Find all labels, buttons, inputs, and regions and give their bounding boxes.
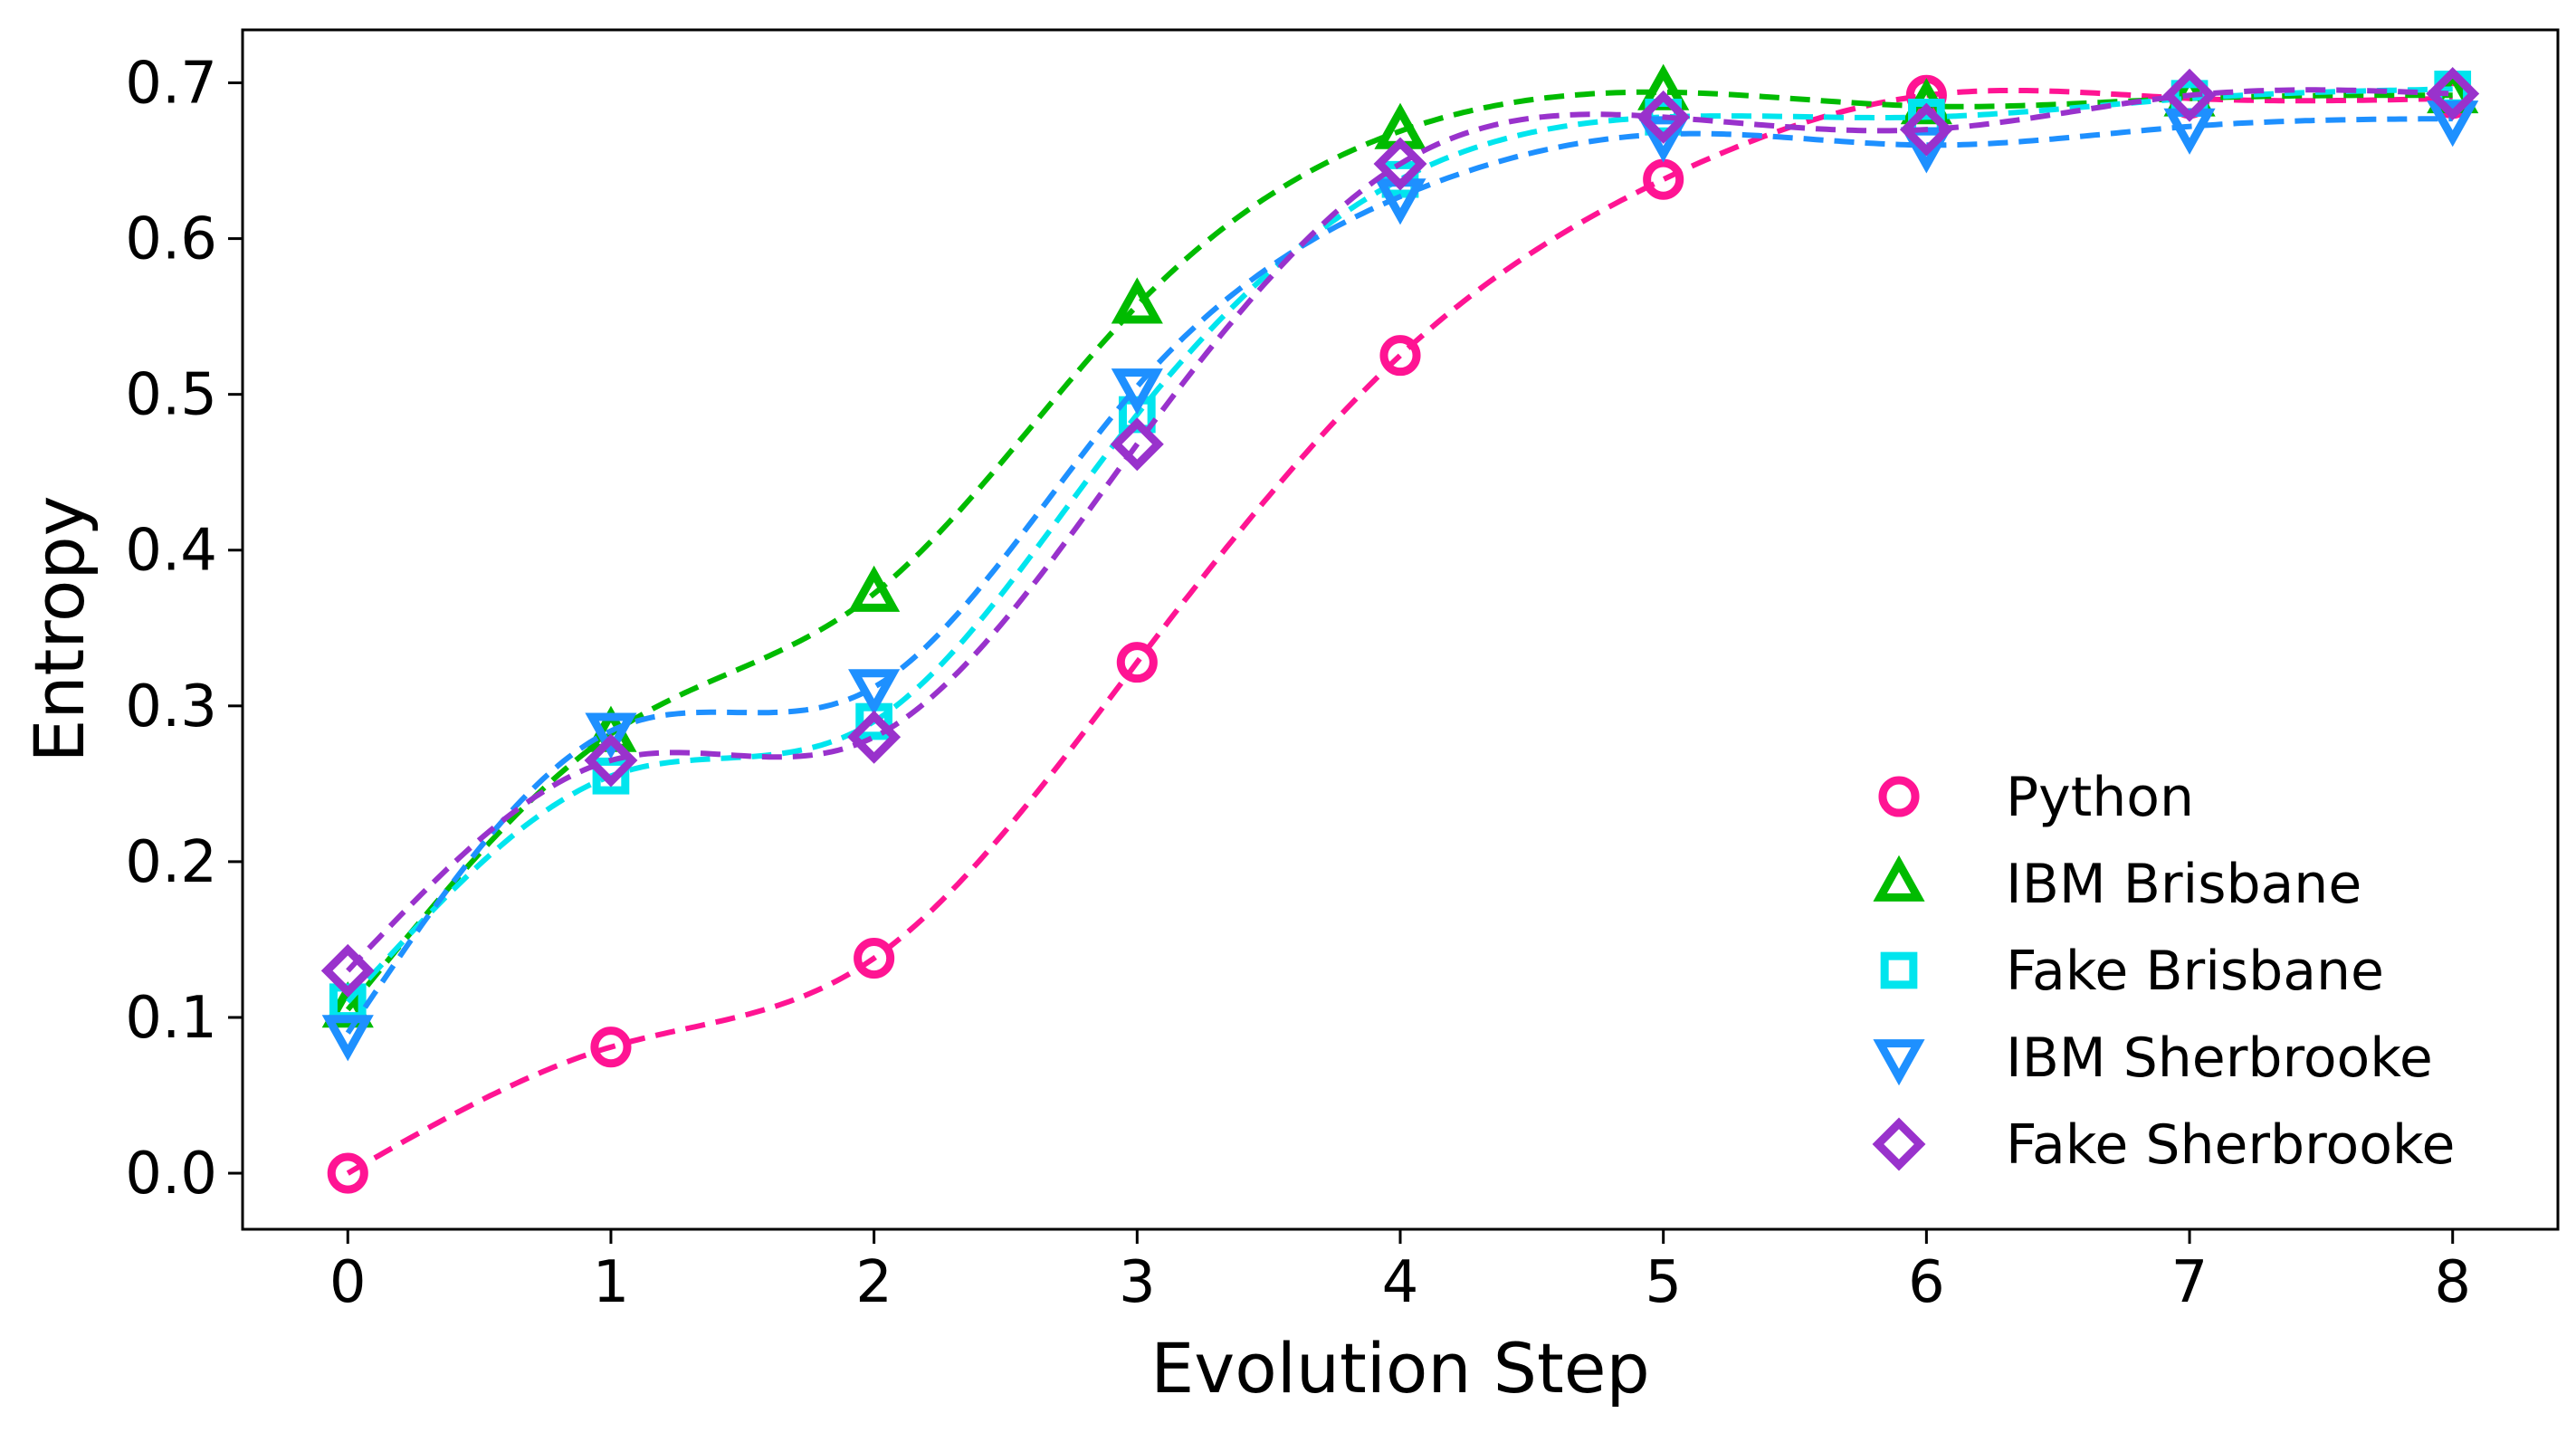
- data-point: [321, 981, 374, 1028]
- series-line: [346, 87, 2453, 973]
- x-axis: 0 1 2 3 4 5 6 7 8: [329, 1229, 2471, 1316]
- legend-marker: [1880, 951, 1918, 989]
- y-tick-label: 0.5: [125, 362, 217, 429]
- x-tick-label: 3: [1119, 1249, 1156, 1316]
- series-layer: [320, 63, 2480, 1194]
- data-point: [854, 938, 895, 979]
- y-tick-label: 0.2: [125, 829, 217, 896]
- x-tick-label: 8: [2434, 1249, 2471, 1316]
- x-tick-label: 4: [1382, 1249, 1419, 1316]
- legend-marker: [1872, 1117, 1926, 1171]
- y-tick-label: 0.3: [125, 673, 217, 740]
- x-tick-label: 1: [593, 1249, 630, 1316]
- legend-label: Fake Sherbrooke: [2006, 1113, 2455, 1177]
- data-point: [848, 669, 901, 716]
- data-point: [1116, 642, 1158, 683]
- data-point: [2162, 68, 2217, 122]
- series-line: [345, 116, 2453, 1035]
- x-tick-label: 5: [1645, 1249, 1682, 1316]
- data-point: [848, 565, 901, 612]
- series-line: [346, 87, 2453, 1176]
- x-axis-title: Evolution Step: [1150, 1328, 1650, 1409]
- legend-marker: [1878, 776, 1920, 817]
- legend-item: IBM Sherbrooke: [1873, 1027, 2433, 1090]
- legend-label: Fake Brisbane: [2006, 940, 2384, 1003]
- legend-item: Fake Brisbane: [1880, 940, 2384, 1003]
- data-point: [320, 943, 375, 998]
- series-fake-sherbrooke: [320, 67, 2480, 998]
- series-line: [345, 89, 2453, 1012]
- y-axis-title: Entropy: [19, 495, 100, 762]
- y-tick-label: 0.1: [125, 985, 217, 1052]
- legend: Python IBM Brisbane Fake Brisbane IBM Sherb…: [1872, 766, 2455, 1177]
- y-tick-label: 0.7: [125, 51, 217, 118]
- data-point: [2426, 67, 2480, 121]
- y-tick-label: 0.0: [125, 1141, 217, 1208]
- legend-label: IBM Sherbrooke: [2006, 1027, 2433, 1090]
- y-axis: 0.0 0.1 0.2 0.3 0.4 0.5 0.6 0.7: [125, 51, 243, 1208]
- data-point: [584, 733, 638, 788]
- legend-item: Fake Sherbrooke: [1872, 1113, 2455, 1177]
- legend-item: Python: [1878, 766, 2194, 829]
- x-tick-label: 0: [329, 1249, 367, 1316]
- data-point: [1110, 417, 1164, 472]
- legend-marker: [1873, 855, 1925, 902]
- data-point: [1636, 90, 1691, 144]
- legend-label: Python: [2006, 766, 2194, 829]
- data-point: [1111, 277, 1163, 324]
- series-python: [327, 74, 2474, 1194]
- legend-item: IBM Brisbane: [1873, 853, 2361, 916]
- y-tick-label: 0.4: [125, 518, 217, 585]
- x-tick-label: 2: [855, 1249, 892, 1316]
- x-tick-label: 6: [1908, 1249, 1945, 1316]
- legend-marker: [1873, 1039, 1925, 1086]
- y-tick-label: 0.6: [125, 206, 217, 273]
- data-point: [1111, 368, 1163, 415]
- data-point: [1899, 102, 1953, 157]
- data-point: [847, 710, 902, 764]
- legend-label: IBM Brisbane: [2006, 853, 2361, 916]
- data-point: [585, 712, 637, 759]
- x-tick-label: 7: [2171, 1249, 2209, 1316]
- data-point: [1373, 137, 1427, 191]
- data-point: [327, 1152, 368, 1194]
- data-point: [1637, 116, 1690, 163]
- data-point: [321, 1015, 374, 1062]
- data-point: [590, 1027, 632, 1068]
- data-point: [1379, 335, 1421, 377]
- data-point: [2427, 100, 2479, 148]
- data-point: [1643, 158, 1684, 200]
